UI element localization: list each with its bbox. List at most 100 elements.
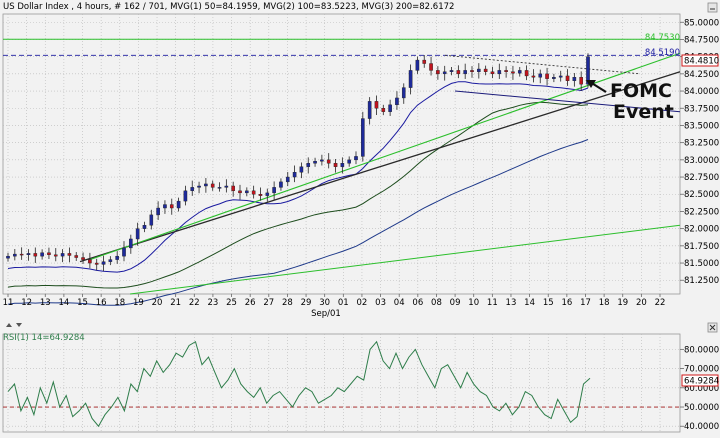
price-tick-label: 83.5000 — [684, 121, 719, 131]
candle — [490, 66, 495, 79]
candle — [401, 83, 406, 104]
candle-body — [190, 187, 195, 192]
price-tick-label: 84.2500 — [684, 70, 719, 80]
price-tick-label: 82.5000 — [684, 190, 719, 200]
candle — [388, 99, 392, 116]
candle — [497, 63, 502, 79]
candle — [326, 153, 331, 169]
minimize-panel-icon[interactable] — [707, 2, 718, 13]
mvg3-label: MVG(3) 200=82.6172 — [361, 2, 454, 12]
candle — [129, 234, 133, 254]
candle — [122, 241, 126, 262]
candles — [6, 53, 590, 272]
candle-body — [40, 252, 44, 257]
candle — [456, 65, 461, 79]
candle-body — [449, 70, 454, 72]
candle — [367, 97, 372, 125]
time-tick-label: 18 — [114, 298, 125, 308]
candle — [538, 69, 543, 84]
candle-body — [579, 77, 583, 85]
collapse-rsi-icon[interactable] — [6, 323, 22, 327]
candle — [347, 156, 351, 167]
candle-body — [272, 187, 276, 194]
candle-body — [552, 77, 556, 79]
close-panel-icon[interactable] — [707, 322, 718, 333]
candle-body — [33, 253, 38, 257]
candle — [231, 181, 235, 197]
candle — [299, 162, 304, 179]
trendline-dark — [79, 71, 681, 263]
candle — [149, 209, 154, 230]
mvg2-label: MVG(2) 100=83.5223 — [263, 2, 356, 12]
candle — [204, 178, 208, 193]
candle-body — [176, 200, 181, 209]
bar-info-label: # 162 / 701 — [114, 2, 165, 12]
candle — [477, 63, 481, 79]
candle-body — [401, 87, 406, 99]
price-tick-label: 83.7500 — [684, 104, 719, 114]
candle-body — [67, 253, 72, 256]
candle-body — [429, 63, 433, 71]
candle — [381, 104, 386, 116]
time-tick-label: 06 — [412, 298, 423, 308]
candle — [572, 73, 577, 87]
candle — [6, 252, 10, 262]
candle-body — [388, 104, 392, 112]
candle — [47, 247, 51, 260]
candle — [135, 222, 140, 246]
candle — [53, 248, 58, 262]
time-tick-label: 18 — [599, 298, 610, 308]
price-tick-label: 85.0000 — [684, 18, 719, 28]
time-tick-label: 03 — [375, 298, 386, 308]
candle-body — [313, 161, 317, 164]
candle-body — [483, 68, 488, 72]
candle-body — [129, 238, 133, 249]
candle-body — [197, 185, 201, 188]
candle — [483, 65, 488, 76]
candle — [470, 66, 474, 78]
candle — [94, 258, 99, 271]
time-tick-label: 20 — [636, 298, 647, 308]
candle — [511, 65, 515, 80]
candle — [88, 252, 92, 269]
candle — [74, 252, 79, 261]
time-tick-label: 16 — [96, 298, 107, 308]
candle-body — [456, 70, 461, 75]
price-tick-label: 84.7500 — [684, 35, 719, 45]
candle — [19, 247, 24, 260]
candle-body — [231, 185, 235, 192]
candle — [340, 157, 345, 174]
time-tick-label: 19 — [617, 298, 628, 308]
time-tick-label: 22 — [189, 298, 200, 308]
time-tick-label: 04 — [394, 298, 405, 308]
candle-body — [531, 75, 536, 78]
time-axis: 11 12 13 14 15 16 18 19 20 21 22 23 25 26 27 28 29 30 01 02… — [3, 294, 665, 319]
time-tick-label: 26 — [245, 298, 256, 308]
time-tick-label: 16 — [561, 298, 572, 308]
time-tick-label: 14 — [524, 298, 535, 308]
candle-body — [422, 59, 427, 64]
candle-body — [354, 156, 358, 161]
rsi-panel: 80.0000 70.0000 60.0000 50.0000 40.0000 — [2, 333, 719, 433]
price-overlays — [3, 38, 681, 306]
candle-body — [436, 70, 440, 75]
candle-body — [572, 77, 577, 81]
trendline-green-lower — [129, 224, 681, 295]
candle-body — [210, 183, 215, 188]
time-tick-label: 28 — [282, 298, 293, 308]
time-tick-label: 23 — [208, 298, 219, 308]
candle-body — [217, 187, 222, 189]
candle-body — [320, 159, 324, 162]
candle — [176, 197, 181, 212]
candle — [552, 73, 556, 83]
time-tick-label: 15 — [543, 298, 554, 308]
candle — [33, 247, 38, 263]
candle-body — [265, 192, 270, 196]
price-tick-label: 84.0000 — [684, 87, 719, 97]
level-green-label: 84.7530 — [645, 33, 680, 43]
candle-body — [26, 253, 31, 255]
candle — [524, 65, 529, 81]
rsi-tick-label: 70.0000 — [684, 365, 719, 375]
time-tick-label: 17 — [580, 298, 591, 308]
